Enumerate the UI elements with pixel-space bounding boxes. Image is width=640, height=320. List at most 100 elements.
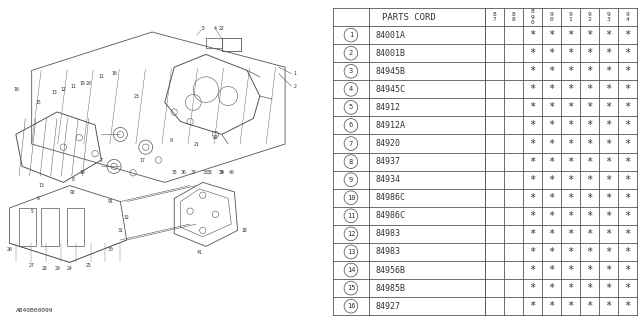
Text: *: * [605,48,611,58]
Text: *: * [624,193,630,203]
Text: *: * [567,30,573,40]
Text: 30: 30 [108,247,114,252]
Text: 7: 7 [100,157,103,163]
Text: 25: 25 [86,263,92,268]
Text: 7: 7 [349,140,353,147]
Text: *: * [548,156,554,167]
Text: 84001A: 84001A [376,31,406,40]
Text: *: * [605,283,611,293]
Text: *: * [586,120,593,131]
Text: *: * [567,102,573,112]
Text: *: * [624,229,630,239]
Text: *: * [548,139,554,148]
Text: 36: 36 [181,170,187,175]
Bar [41,208,59,246]
Text: *: * [586,156,593,167]
Text: 84986C: 84986C [376,211,406,220]
Text: 1: 1 [349,32,353,38]
Text: 16: 16 [111,71,117,76]
Text: 6: 6 [36,196,40,201]
Text: *: * [548,120,554,131]
Text: *: * [567,283,573,293]
Text: *: * [548,265,554,275]
Text: 2: 2 [349,50,353,56]
Text: 15: 15 [347,285,355,291]
Text: 37: 37 [190,170,196,175]
Text: 39: 39 [219,170,225,175]
Text: *: * [605,193,611,203]
Text: 12: 12 [347,231,355,237]
Text: *: * [567,301,573,311]
Text: 2: 2 [293,84,296,89]
Text: *: * [605,156,611,167]
Text: *: * [529,175,536,185]
Text: *: * [548,301,554,311]
Text: *: * [529,84,536,94]
Text: 9
3: 9 3 [607,12,610,22]
Text: *: * [624,175,630,185]
Text: 9
0: 9 0 [549,12,553,22]
Text: 8
8: 8 8 [511,12,515,22]
Text: 15: 15 [35,100,41,105]
Text: PARTS CORD: PARTS CORD [382,12,436,21]
Text: 5: 5 [349,104,353,110]
Text: 21: 21 [193,141,199,147]
Text: 4: 4 [214,26,217,31]
Text: 13: 13 [51,90,57,95]
Text: 31: 31 [118,228,124,233]
Text: *: * [586,139,593,148]
Text: 9: 9 [349,177,353,183]
Text: 5: 5 [202,26,204,31]
Text: 9
4: 9 4 [625,12,629,22]
Text: 91: 91 [108,199,114,204]
Text: 41: 41 [196,250,202,255]
Text: 19: 19 [79,81,85,86]
Text: *: * [624,156,630,167]
Text: 35: 35 [172,170,177,175]
Bar [19,208,36,246]
Text: *: * [567,175,573,185]
Text: *: * [529,211,536,221]
Text: *: * [529,156,536,167]
Text: 13: 13 [38,183,44,188]
Text: *: * [586,175,593,185]
Text: 84920: 84920 [376,139,401,148]
Text: *: * [624,102,630,112]
Text: *: * [605,229,611,239]
Text: *: * [605,66,611,76]
Text: 11: 11 [347,213,355,219]
Text: *: * [624,84,630,94]
Text: *: * [529,301,536,311]
Text: *: * [586,229,593,239]
Text: *: * [624,211,630,221]
Text: *: * [624,120,630,131]
Text: *: * [586,265,593,275]
Text: *: * [548,30,554,40]
Text: *: * [624,301,630,311]
Text: 84956B: 84956B [376,266,406,275]
Text: 27: 27 [29,263,35,268]
Text: *: * [586,283,593,293]
Text: 12: 12 [61,87,66,92]
Text: *: * [605,84,611,94]
Text: 84985B: 84985B [376,284,406,292]
Text: *: * [548,48,554,58]
Text: 9: 9 [170,138,173,143]
Text: 9
1: 9 1 [568,12,572,22]
Text: *: * [605,102,611,112]
Text: *: * [586,301,593,311]
Text: 28: 28 [42,266,47,271]
Text: *: * [567,247,573,257]
Text: 26: 26 [6,247,12,252]
Text: *: * [567,66,573,76]
Text: 9
2: 9 2 [588,12,591,22]
Text: 16: 16 [13,87,19,92]
Text: 84986C: 84986C [376,193,406,202]
Text: 84983: 84983 [376,247,401,256]
Text: 29: 29 [54,266,60,271]
Text: *: * [586,84,593,94]
Text: *: * [567,139,573,148]
Text: *: * [548,175,554,185]
Text: 38: 38 [206,170,212,175]
Text: 92: 92 [70,189,76,195]
